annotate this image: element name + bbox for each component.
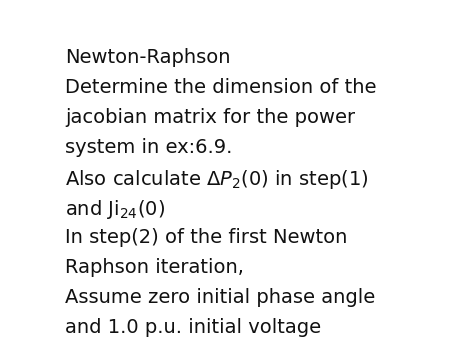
Text: jacobian matrix for the power: jacobian matrix for the power xyxy=(65,108,355,127)
Text: Determine the dimension of the: Determine the dimension of the xyxy=(65,78,377,97)
Text: Also calculate $\Delta P_2$(0) in step(1): Also calculate $\Delta P_2$(0) in step(1… xyxy=(65,168,369,191)
Text: and Ji$_{24}$(0): and Ji$_{24}$(0) xyxy=(65,198,165,221)
Text: system in ex:6.9.: system in ex:6.9. xyxy=(65,138,232,157)
Text: Assume zero initial phase angle: Assume zero initial phase angle xyxy=(65,288,375,307)
Text: and 1.0 p.u. initial voltage: and 1.0 p.u. initial voltage xyxy=(65,318,321,337)
Text: Raphson iteration,: Raphson iteration, xyxy=(65,258,244,277)
Text: Newton-Raphson: Newton-Raphson xyxy=(65,48,230,67)
Text: In step(2) of the first Newton: In step(2) of the first Newton xyxy=(65,228,347,247)
